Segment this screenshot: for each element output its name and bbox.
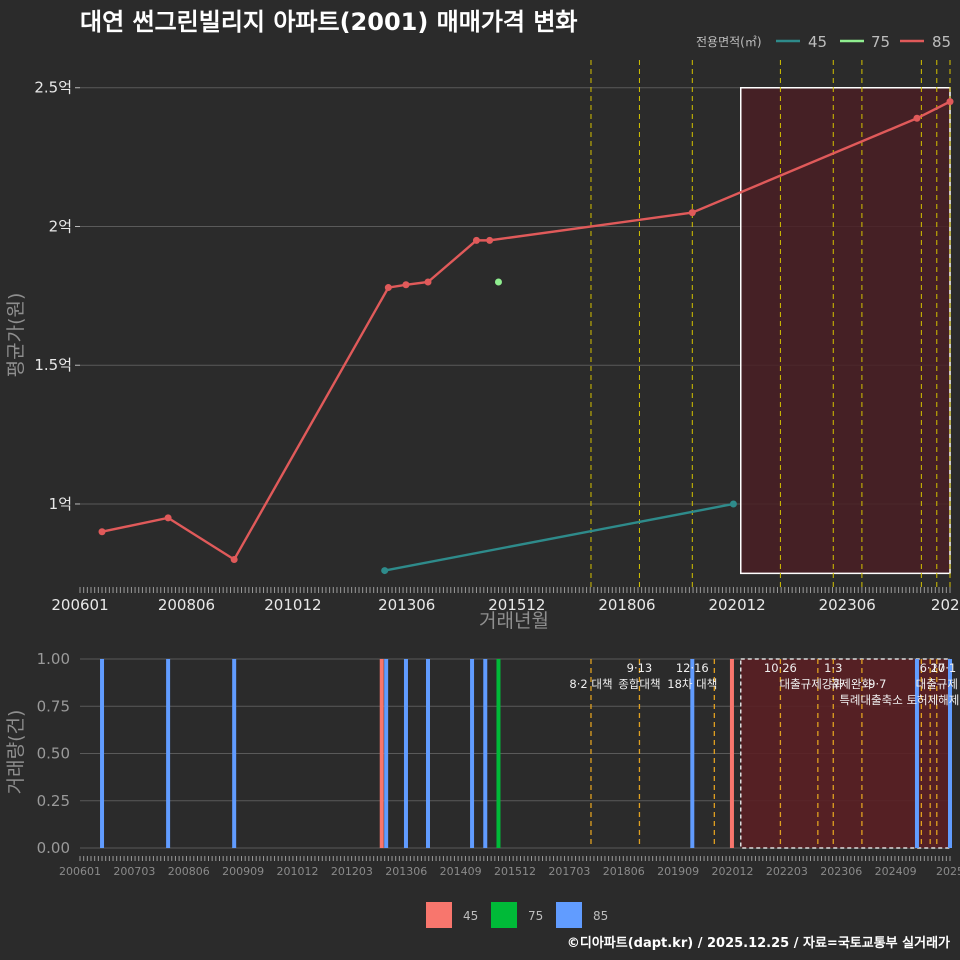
legend-title: 전용면적(㎡) xyxy=(696,35,762,49)
volume-x-tick-label: 202409 xyxy=(875,865,917,878)
data-point-85 xyxy=(98,528,106,536)
data-point-85 xyxy=(913,114,921,122)
x-tick-label: 202012 xyxy=(708,596,765,614)
data-point-85 xyxy=(164,514,172,522)
data-point-85 xyxy=(384,284,392,292)
policy-label: 종합대책 xyxy=(618,677,660,691)
legend-top: 전용면적(㎡) 45 75 85 xyxy=(696,33,951,51)
volume-bar-85 xyxy=(100,659,105,848)
legend-label-75: 75 xyxy=(871,33,890,51)
y-tick-label: 1.5억 xyxy=(34,356,72,374)
volume-x-tick-label: 202012 xyxy=(712,865,754,878)
volume-y-tick-label: 0.50 xyxy=(37,745,70,763)
volume-y-tick-label: 0.25 xyxy=(37,792,70,810)
x-tick-label: 201806 xyxy=(598,596,655,614)
policy-label: 대출규제강화 xyxy=(779,677,843,691)
series-line-45 xyxy=(384,502,734,572)
volume-chart: 0.00 0.25 0.50 0.75 1.00 200601 200703 200806 20… xyxy=(37,650,960,878)
volume-x-tick-label: 2025 xyxy=(936,865,960,878)
x-tick-label: 200601 xyxy=(51,596,108,614)
data-point-85 xyxy=(230,555,238,563)
volume-x-tick-label: 201012 xyxy=(277,865,319,878)
volume-bar-85 xyxy=(690,659,695,848)
y-tick-label: 1억 xyxy=(49,495,72,513)
data-point-85 xyxy=(486,236,494,244)
highlight-region xyxy=(740,86,951,575)
data-point-85 xyxy=(472,236,480,244)
volume-x-tick-label: 202306 xyxy=(820,865,862,878)
volume-bar-85 xyxy=(384,659,389,848)
policy-label: 특례대출축소 토허제해제 xyxy=(839,693,959,707)
volume-bar-85 xyxy=(470,659,475,848)
volume-bar-85 xyxy=(232,659,237,848)
legend-swatch-45 xyxy=(426,902,452,928)
volume-bar-85 xyxy=(948,659,952,848)
policy-label: 규제완화 xyxy=(830,677,873,691)
volume-x-tick-label: 201909 xyxy=(657,865,699,878)
x-tick-label: 201512 xyxy=(488,596,545,614)
volume-x-tick-label: 200703 xyxy=(113,865,155,878)
footer-credit: ©디아파트(dapt.kr) / 2025.12.25 / 자료=국토교통부 실… xyxy=(567,935,950,951)
volume-y-axis-title: 거래량(건) xyxy=(5,710,27,795)
policy-label: 12·16 xyxy=(676,661,709,675)
volume-bar-85 xyxy=(166,659,171,848)
data-point-85 xyxy=(402,281,410,289)
x-axis-title: 거래년월 xyxy=(479,610,549,632)
volume-y-tick-label: 1.00 xyxy=(37,650,70,668)
price-chart: 1억 1.5억 2억 2.5억 200601 200806 201012 201306 2015… xyxy=(34,60,960,614)
data-point-85 xyxy=(424,278,432,286)
policy-label: 9·7 xyxy=(868,677,886,691)
chart-title: 대연 썬그린빌리지 아파트(2001) 매매가격 변화 xyxy=(80,8,578,36)
volume-x-tick-label: 200909 xyxy=(222,865,264,878)
volume-bar-85 xyxy=(426,659,430,848)
y-tick-label: 2.5억 xyxy=(34,79,72,97)
data-point-45 xyxy=(729,500,737,508)
volume-x-tick-label: 202203 xyxy=(766,865,808,878)
x-tick-label: 201306 xyxy=(378,596,435,614)
policy-label: 10·26 xyxy=(764,661,797,675)
policy-label: 9·13 xyxy=(627,661,653,675)
legend-bottom: 45 75 85 xyxy=(426,902,608,928)
data-point-75 xyxy=(494,278,502,286)
legend-swatch-85 xyxy=(556,902,582,928)
policy-label: 8·2 대책 xyxy=(569,677,612,691)
policy-label: 대출규제 xyxy=(916,677,958,691)
y-axis-title: 평균가(원) xyxy=(5,293,27,378)
policy-label: 1·3 xyxy=(824,661,842,675)
volume-bar-75 xyxy=(496,659,501,848)
volume-y-tick-label: 0.00 xyxy=(37,839,70,857)
data-point-45 xyxy=(381,567,389,575)
legend-bottom-label-85: 85 xyxy=(593,909,608,923)
volume-x-tick-label: 201703 xyxy=(548,865,590,878)
volume-x-tick-label: 200601 xyxy=(59,865,101,878)
volume-y-tick-label: 0.75 xyxy=(37,697,70,715)
volume-bar-85 xyxy=(914,659,919,848)
x-tick-label: 202306 xyxy=(819,596,876,614)
x-tick-label: 200806 xyxy=(158,596,215,614)
x-tick-label: 201012 xyxy=(264,596,321,614)
volume-x-tick-label: 201409 xyxy=(440,865,482,878)
volume-bar-85 xyxy=(403,659,408,848)
volume-x-tick-label: 201306 xyxy=(385,865,427,878)
data-point-85 xyxy=(688,209,696,217)
policy-label: 6·27 xyxy=(920,661,946,675)
volume-bar-45 xyxy=(379,659,384,848)
legend-bottom-label-45: 45 xyxy=(463,909,478,923)
legend-label-45: 45 xyxy=(808,33,827,51)
volume-x-tick-label: 201203 xyxy=(331,865,373,878)
x-tick-label: 2025 xyxy=(931,596,960,614)
volume-bar-85 xyxy=(483,659,488,848)
volume-x-tick-label: 201512 xyxy=(494,865,536,878)
policy-label: 18차 대책 xyxy=(667,677,717,691)
legend-swatch-75 xyxy=(491,902,517,928)
volume-x-tick-label: 201806 xyxy=(603,865,645,878)
volume-bar-45 xyxy=(729,659,734,848)
legend-label-85: 85 xyxy=(932,33,951,51)
legend-bottom-label-75: 75 xyxy=(528,909,543,923)
data-point-85 xyxy=(946,98,954,106)
y-tick-label: 2억 xyxy=(49,217,72,235)
volume-x-tick-label: 200806 xyxy=(168,865,210,878)
policy-label: 10·1 xyxy=(931,661,957,675)
